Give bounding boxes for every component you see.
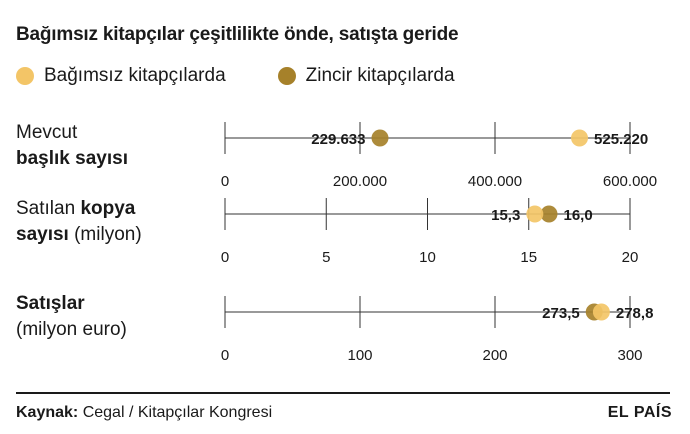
data-label-chain: 16,0 (564, 207, 593, 224)
legend-label-independent: Bağımsız kitapçılarda (44, 65, 226, 86)
tick-label: 400.000 (468, 173, 522, 190)
tick-label: 200 (482, 347, 507, 364)
tick-label: 300 (617, 347, 642, 364)
row-label-sales: Satışlar (milyon euro) (16, 291, 127, 343)
dot-independent (571, 129, 589, 147)
data-label-independent: 15,3 (491, 207, 520, 224)
legend-item-chain: Zincir kitapçılarda (277, 65, 455, 87)
dot-chain (540, 205, 558, 223)
tick-label: 0 (221, 249, 229, 266)
footer-divider (16, 392, 670, 394)
data-label-independent: 278,8 (616, 305, 654, 322)
row-label-line1: Satışlar (16, 293, 85, 314)
legend-swatch-independent (16, 67, 34, 85)
tick-label: 600.000 (603, 173, 657, 190)
tick-label: 200.000 (333, 173, 387, 190)
tick-label: 0 (221, 173, 229, 190)
legend-swatch-chain (277, 67, 296, 85)
legend-item-independent: Bağımsız kitapçılarda (16, 65, 226, 87)
chart-title: Bağımsız kitapçılar çeşitlilikte önde, s… (16, 24, 459, 45)
source-note: Kaynak: Cegal / Kitapçılar Kongresi (16, 404, 273, 421)
row-label-line2: (milyon euro) (16, 319, 127, 340)
tick-label: 5 (322, 249, 330, 266)
data-label-chain: 273,5 (542, 305, 580, 322)
row-label-titles: Mevcut başlık sayısı (16, 120, 128, 172)
data-label-chain: 229.633 (311, 131, 365, 148)
row-label-copies: Satılan kopya sayısı (milyon) (16, 196, 142, 248)
row-label-line2: başlık sayısı (16, 148, 128, 169)
row-label-line2: sayısı (milyon) (16, 224, 142, 245)
dot-independent (592, 303, 610, 321)
dot-chain (371, 129, 389, 147)
tick-label: 0 (221, 347, 229, 364)
tick-label: 20 (622, 249, 639, 266)
legend: Bağımsız kitapçılarda Zincir kitapçılard… (16, 62, 507, 90)
data-label-independent: 525.220 (594, 131, 648, 148)
tick-label: 15 (520, 249, 537, 266)
tick-label: 10 (419, 249, 436, 266)
row-label-line1: Satılan kopya (16, 198, 136, 219)
legend-label-chain: Zincir kitapçılarda (305, 65, 455, 86)
tick-label: 100 (347, 347, 372, 364)
brand-logo-text: EL PAÍS (607, 404, 672, 421)
row-label-line1: Mevcut (16, 122, 78, 143)
dot-independent (526, 205, 544, 223)
